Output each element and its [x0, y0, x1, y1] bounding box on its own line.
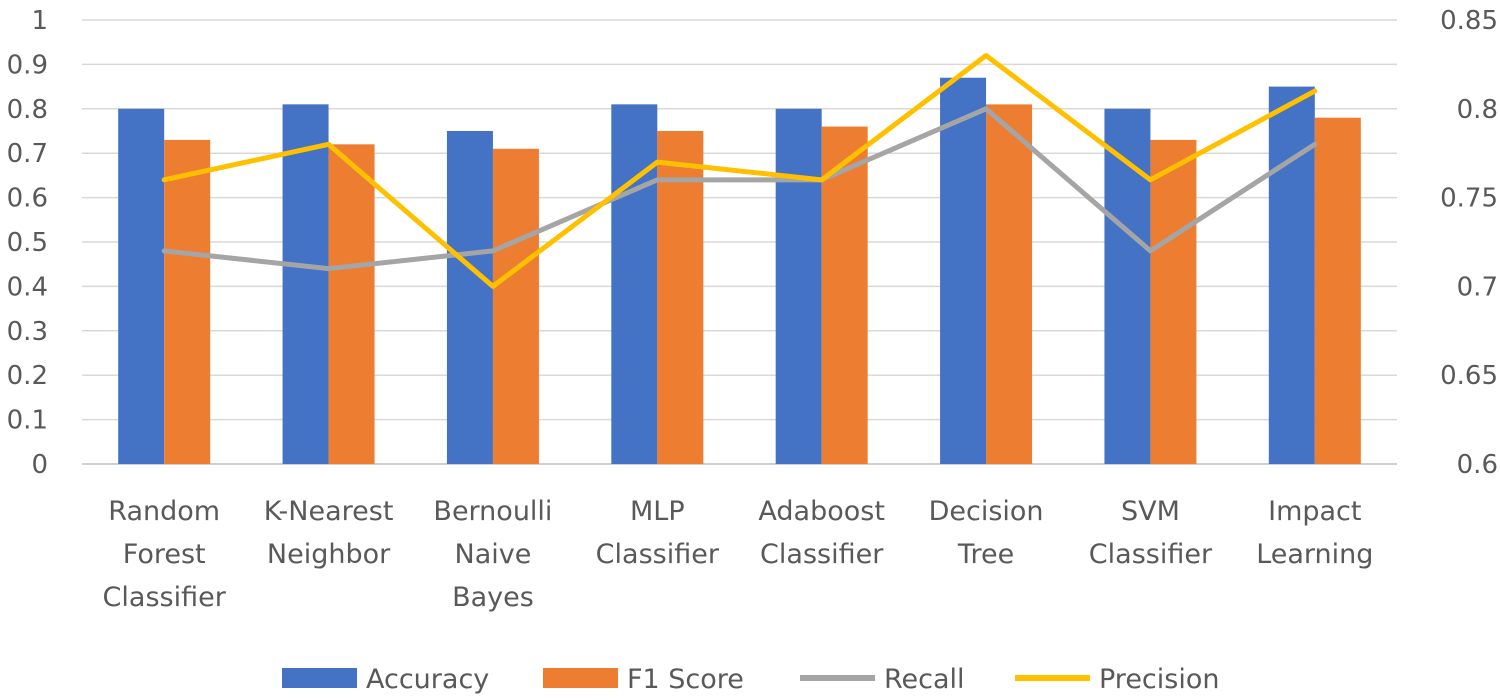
x-category-label: Bernoulli Naive Bayes: [433, 496, 552, 613]
bar-accuracy: [282, 104, 329, 465]
legend-label-precision: Precision: [1099, 664, 1219, 695]
x-category-label: Adaboost Classifier: [758, 496, 885, 570]
x-category-label: Decision Tree: [929, 496, 1044, 570]
x-category-label: K-Nearest Neighbor: [264, 496, 394, 570]
bar-f1-score: [1314, 117, 1361, 465]
bar-accuracy: [1104, 108, 1151, 465]
bar-accuracy: [446, 131, 493, 464]
axes: 0 0.1 0.2 0.3 0.4 0.5 0.6 0.7 0.8 0.9 1 0.6 0.65 0.7 0…: [7, 6, 1498, 613]
line-precision: [161, 53, 1318, 289]
bar-accuracy: [611, 104, 658, 465]
bar-f1-score: [164, 139, 211, 464]
bar-accuracy: [118, 108, 165, 465]
x-category-label: MLP Classifier: [596, 496, 720, 570]
series-lines: [161, 53, 1318, 289]
bars: [118, 77, 1361, 465]
y-right-tick-label: 0.8: [1457, 95, 1498, 125]
y-left-tick-label: 0: [31, 450, 48, 480]
legend-label-accuracy: Accuracy: [366, 664, 489, 695]
y-left-tick-label: 0.7: [7, 139, 48, 169]
bar-accuracy: [775, 108, 822, 465]
y-right-tick-label: 0.75: [1440, 184, 1498, 214]
line-recall: [161, 106, 1318, 272]
legend-swatch-f1-score: [543, 668, 618, 688]
legend-label-f1-score: F1 Score: [627, 664, 744, 695]
y-right-tick-label: 0.65: [1440, 361, 1498, 391]
y-left-tick-label: 0.3: [7, 317, 48, 347]
bar-f1-score: [328, 144, 375, 464]
legend: Accuracy F1 Score Recall Precision: [282, 664, 1219, 695]
y-left-tick-label: 0.2: [7, 361, 48, 391]
y-left-tick-label: 0.5: [7, 228, 48, 258]
bar-f1-score: [986, 104, 1033, 465]
y-left-tick-label: 0.4: [7, 272, 48, 302]
bar-f1-score: [657, 131, 704, 464]
legend-label-recall: Recall: [884, 664, 965, 695]
legend-swatch-accuracy: [282, 668, 357, 688]
x-category-label: Impact Learning: [1256, 496, 1373, 570]
y-left-tick-label: 0.1: [7, 406, 48, 436]
y-left-tick-label: 0.8: [7, 95, 48, 125]
bar-f1-score: [821, 126, 868, 464]
y-right-tick-label: 0.85: [1440, 6, 1498, 36]
x-category-label: SVM Classifier: [1089, 496, 1213, 570]
y-left-tick-label: 1: [31, 6, 48, 36]
bar-f1-score: [1150, 139, 1197, 464]
y-left-tick-label: 0.9: [7, 50, 48, 80]
bar-f1-score: [492, 148, 539, 464]
bar-accuracy: [940, 77, 987, 464]
bar-accuracy: [1268, 86, 1315, 464]
x-category-label: Random Forest Classifier: [103, 496, 227, 613]
y-right-tick-label: 0.7: [1457, 272, 1498, 302]
y-left-tick-label: 0.6: [7, 184, 48, 214]
gridlines: [82, 19, 1397, 465]
y-right-tick-label: 0.6: [1457, 450, 1498, 480]
